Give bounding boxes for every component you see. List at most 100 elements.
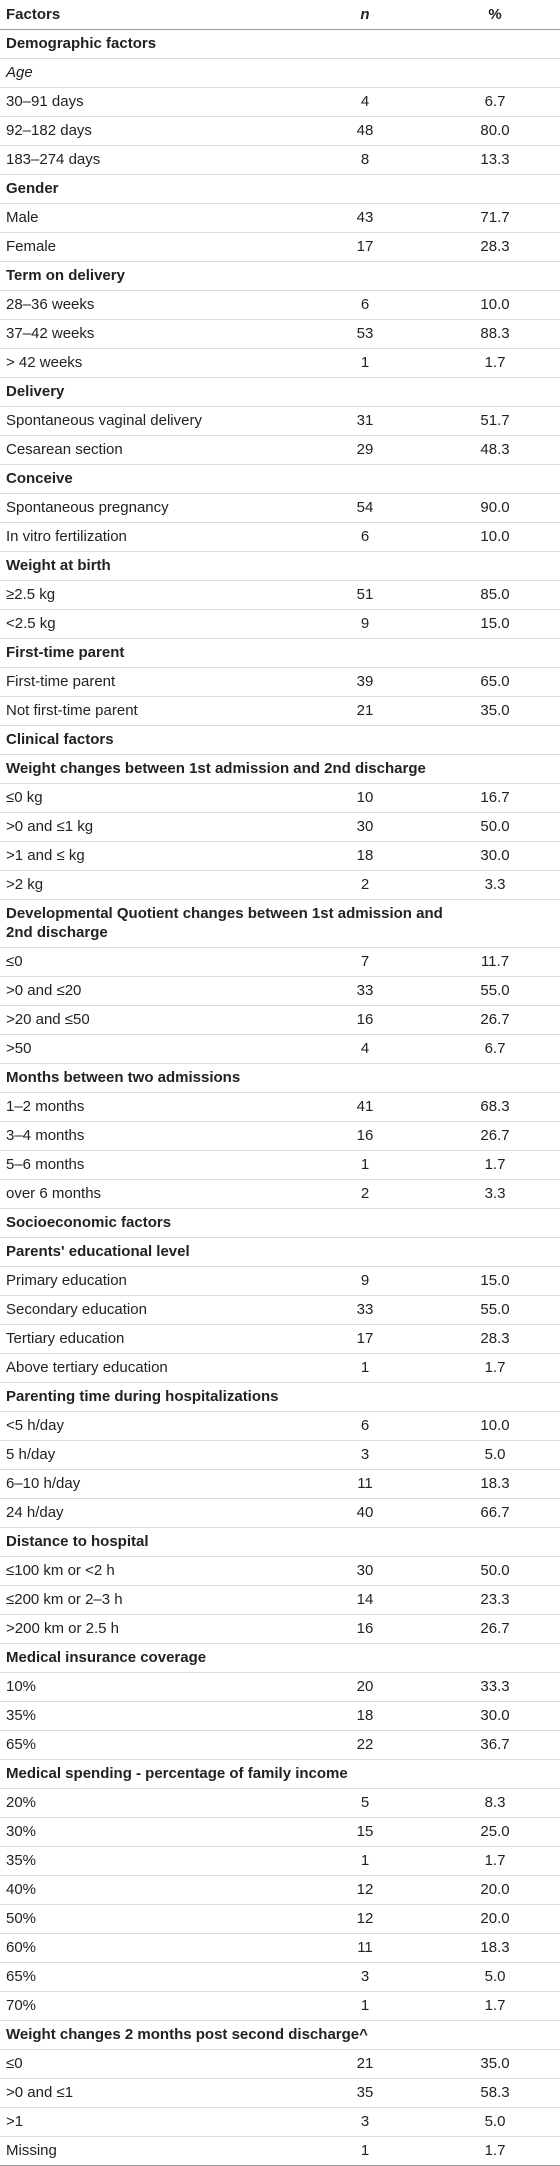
cell-value: 15.0	[430, 608, 560, 638]
cell-value: 5.0	[430, 1439, 560, 1469]
table-body: Demographic factors Age 30–91 days 4 6.7 92–1…	[0, 29, 560, 2166]
cell-value: 7	[300, 946, 430, 976]
data-row: Cesarean section 29 48.3	[0, 434, 560, 464]
row-label: 30–91 days	[0, 86, 300, 116]
cell-value: 14	[300, 1584, 430, 1614]
group-title: Term on delivery	[0, 260, 560, 290]
cell-value: 9	[300, 608, 430, 638]
row-label: >1 and ≤ kg	[0, 840, 300, 870]
cell-value: 11	[300, 1932, 430, 1962]
cell-value: 26.7	[430, 1120, 560, 1150]
row-label: Spontaneous pregnancy	[0, 492, 300, 522]
data-row: >1 and ≤ kg 18 30.0	[0, 840, 560, 870]
row-label: ≤200 km or 2–3 h	[0, 1584, 300, 1614]
group-row: Medical insurance coverage	[0, 1642, 560, 1672]
data-row: 3–4 months 16 26.7	[0, 1120, 560, 1150]
cell-value: 21	[300, 695, 430, 725]
data-row: ≤0 7 11.7	[0, 946, 560, 976]
cell-value: 16.7	[430, 782, 560, 812]
cell-value: 2	[300, 1178, 430, 1208]
cell-value: 29	[300, 434, 430, 464]
group-row: Age	[0, 57, 560, 87]
header-cell: Factors	[0, 0, 300, 30]
cell-value: 17	[300, 231, 430, 261]
row-label: ≤0	[0, 2048, 300, 2078]
data-row: 70% 1 1.7	[0, 1990, 560, 2020]
data-row: >0 and ≤1 kg 30 50.0	[0, 811, 560, 841]
group-row: Weight at birth	[0, 550, 560, 580]
cell-value: 51	[300, 579, 430, 609]
cell-value: 1.7	[430, 2135, 560, 2166]
group-row: Developmental Quotient changes between 1…	[0, 898, 560, 947]
row-label: 35%	[0, 1845, 300, 1875]
cell-value: 58.3	[430, 2077, 560, 2107]
cell-value: 8	[300, 144, 430, 174]
row-label: >50	[0, 1033, 300, 1063]
group-row: Weight changes between 1st admission and…	[0, 753, 560, 783]
group-title: Conceive	[0, 463, 560, 493]
group-row: Medical spending - percentage of family …	[0, 1758, 560, 1788]
data-row: 35% 18 30.0	[0, 1700, 560, 1730]
data-row: Above tertiary education 1 1.7	[0, 1352, 560, 1382]
data-row: 30% 15 25.0	[0, 1816, 560, 1846]
row-label: In vitro fertilization	[0, 521, 300, 551]
row-label: Male	[0, 202, 300, 232]
data-row: ≥2.5 kg 51 85.0	[0, 579, 560, 609]
cell-value: 6	[300, 521, 430, 551]
cell-value: 21	[300, 2048, 430, 2078]
cell-value: 11	[300, 1468, 430, 1498]
row-label: >1	[0, 2106, 300, 2136]
row-label: 5 h/day	[0, 1439, 300, 1469]
cell-value: 55.0	[430, 975, 560, 1005]
data-row: 24 h/day 40 66.7	[0, 1497, 560, 1527]
cell-value: 20.0	[430, 1903, 560, 1933]
row-label: 20%	[0, 1787, 300, 1817]
row-label: ≤100 km or <2 h	[0, 1555, 300, 1585]
data-row: 6–10 h/day 11 18.3	[0, 1468, 560, 1498]
data-row: Spontaneous pregnancy 54 90.0	[0, 492, 560, 522]
cell-value: 39	[300, 666, 430, 696]
cell-value: 17	[300, 1323, 430, 1353]
cell-value: 2	[300, 869, 430, 899]
cell-value: 20	[300, 1671, 430, 1701]
data-row: 28–36 weeks 6 10.0	[0, 289, 560, 319]
group-row: First-time parent	[0, 637, 560, 667]
cell-value: 66.7	[430, 1497, 560, 1527]
row-label: Not first-time parent	[0, 695, 300, 725]
data-row: Tertiary education 17 28.3	[0, 1323, 560, 1353]
cell-value: 50.0	[430, 811, 560, 841]
cell-value: 3	[300, 1961, 430, 1991]
cell-value: 71.7	[430, 202, 560, 232]
data-row: Spontaneous vaginal delivery 31 51.7	[0, 405, 560, 435]
cell-value: 33.3	[430, 1671, 560, 1701]
cell-value: 35.0	[430, 695, 560, 725]
section-row: Socioeconomic factors	[0, 1207, 560, 1237]
data-row: 60% 11 18.3	[0, 1932, 560, 1962]
cell-value: 10	[300, 782, 430, 812]
data-row: >20 and ≤50 16 26.7	[0, 1004, 560, 1034]
data-row: <5 h/day 6 10.0	[0, 1410, 560, 1440]
cell-value: 33	[300, 1294, 430, 1324]
cell-value: 18.3	[430, 1932, 560, 1962]
row-label: 24 h/day	[0, 1497, 300, 1527]
cell-value: 1	[300, 347, 430, 377]
cell-value: 15	[300, 1816, 430, 1846]
cell-value: 3.3	[430, 869, 560, 899]
cell-value: 5	[300, 1787, 430, 1817]
row-label: > 42 weeks	[0, 347, 300, 377]
row-label: Tertiary education	[0, 1323, 300, 1353]
row-label: 3–4 months	[0, 1120, 300, 1150]
cell-value: 88.3	[430, 318, 560, 348]
data-row: 50% 12 20.0	[0, 1903, 560, 1933]
row-label: >0 and ≤1 kg	[0, 811, 300, 841]
data-row: 10% 20 33.3	[0, 1671, 560, 1701]
row-label: Above tertiary education	[0, 1352, 300, 1382]
section-title: Demographic factors	[6, 35, 157, 52]
cell-value: 1.7	[430, 1845, 560, 1875]
group-row: Distance to hospital	[0, 1526, 560, 1556]
row-label: 50%	[0, 1903, 300, 1933]
cell-value: 33	[300, 975, 430, 1005]
group-title: Delivery	[0, 376, 560, 406]
cell-value: 26.7	[430, 1004, 560, 1034]
cell-value: 40	[300, 1497, 430, 1527]
